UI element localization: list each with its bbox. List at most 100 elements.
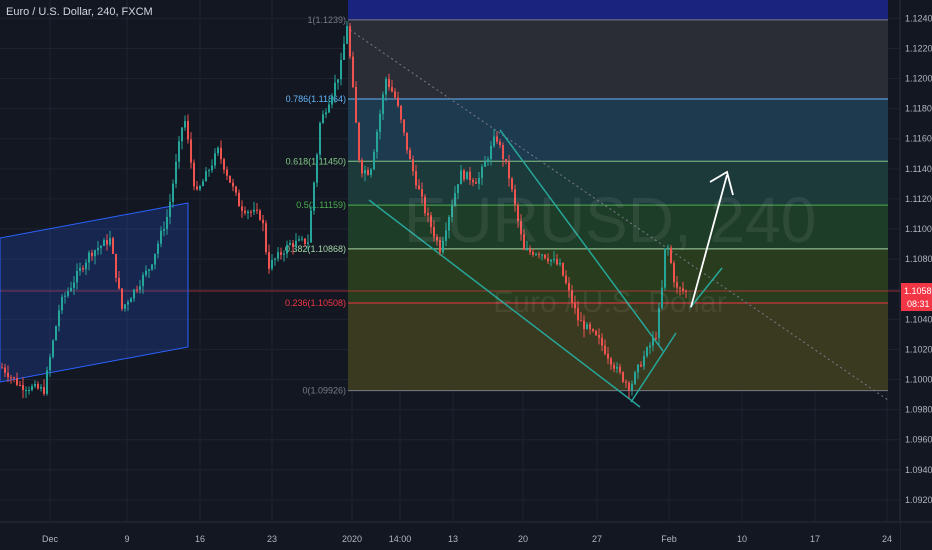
- candle-body: [277, 252, 279, 259]
- candle-body: [97, 248, 99, 251]
- candle-body: [400, 105, 402, 120]
- candle-body: [16, 378, 18, 385]
- fib-zone: [348, 248, 888, 304]
- candle-body: [544, 254, 546, 259]
- price-tick-label: 1.11400: [905, 164, 932, 174]
- candle-body: [637, 364, 639, 373]
- candle-body: [85, 262, 87, 270]
- fib-zone: [348, 99, 888, 162]
- candle-body: [658, 307, 660, 338]
- candle-body: [463, 170, 465, 180]
- candle-body: [571, 290, 573, 304]
- candle-body: [76, 271, 78, 283]
- price-tick-label: 1.10400: [905, 314, 932, 324]
- candle-body: [376, 131, 378, 153]
- price-tick-label: 1.11600: [905, 134, 932, 144]
- candle-body: [109, 238, 111, 245]
- candle-body: [397, 97, 399, 106]
- candle-body: [160, 230, 162, 244]
- candle-body: [649, 345, 651, 348]
- candle-body: [268, 252, 270, 269]
- candle-body: [226, 169, 228, 176]
- candle-body: [82, 267, 84, 270]
- fib-zone: [348, 161, 888, 206]
- candle-body: [457, 184, 459, 194]
- candle-body: [64, 295, 66, 297]
- candle-body: [562, 262, 564, 276]
- candle-body: [304, 238, 306, 244]
- ascending-channel: [0, 202, 189, 383]
- candle-body: [73, 282, 75, 288]
- candle-body: [454, 193, 456, 206]
- price-tick-label: 1.10200: [905, 344, 932, 354]
- candle-body: [4, 367, 6, 373]
- candle-body: [580, 320, 582, 322]
- candle-body: [289, 243, 291, 245]
- time-tick-label: 2020: [342, 534, 362, 544]
- candle-body: [421, 189, 423, 197]
- candle-body: [322, 114, 324, 124]
- price-tick-label: 1.09200: [905, 495, 932, 505]
- candle-body: [7, 372, 9, 378]
- candle-body: [163, 229, 165, 231]
- candle-body: [295, 240, 297, 247]
- candle-body: [136, 289, 138, 291]
- price-tick-label: 1.09600: [905, 435, 932, 445]
- fib-level-label: 0(1.09926): [302, 386, 346, 396]
- candle-body: [172, 183, 174, 202]
- candle-body: [88, 252, 90, 263]
- time-tick-label: 27: [592, 534, 602, 544]
- candle-body: [502, 145, 504, 160]
- wedge-lower-line: [368, 199, 641, 408]
- price-tick-label: 1.11200: [905, 194, 932, 204]
- candle-body: [517, 204, 519, 222]
- fib-level-label: 0.786(1.11864): [286, 94, 346, 104]
- candle-body: [418, 185, 420, 190]
- candle-body: [610, 358, 612, 365]
- symbol-title: Euro / U.S. Dollar, 240, FXCM: [6, 6, 153, 18]
- candle-body: [520, 221, 522, 235]
- candle-body: [193, 162, 195, 187]
- price-tick-label: 1.12400: [905, 13, 932, 23]
- candle-body: [556, 259, 558, 265]
- candle-body: [1, 367, 3, 369]
- fib-level-label: 1(1.1239): [307, 15, 346, 25]
- price-tick-label: 1.10800: [905, 254, 932, 264]
- candle-body: [595, 330, 597, 336]
- candle-body: [664, 248, 666, 288]
- candle-body: [175, 161, 177, 184]
- candle-body: [466, 171, 468, 180]
- price-tick-label: 1.12000: [905, 74, 932, 84]
- candle-body: [208, 170, 210, 172]
- candle-body: [394, 91, 396, 98]
- candle-body: [286, 244, 288, 254]
- candle-body: [574, 303, 576, 309]
- time-tick-label: 13: [448, 534, 458, 544]
- candle-body: [388, 78, 390, 88]
- fib-level-label: 0.618(1.11450): [286, 156, 346, 166]
- time-tick-label: 23: [267, 534, 277, 544]
- dotted-trendline: [349, 29, 889, 401]
- candle-body: [205, 171, 207, 182]
- candle-body: [382, 94, 384, 114]
- candle-body: [343, 43, 345, 60]
- candle-body: [490, 145, 492, 160]
- breakout-line: [689, 267, 723, 309]
- candle-body: [442, 240, 444, 253]
- candle-body: [430, 215, 432, 228]
- candle-body: [415, 171, 417, 186]
- candle-body: [106, 240, 108, 245]
- candle-body: [460, 170, 462, 185]
- time-tick-label: 10: [737, 534, 747, 544]
- time-tick-label: Feb: [661, 534, 677, 544]
- price-tick-label: 1.10000: [905, 374, 932, 384]
- candle-body: [232, 182, 234, 187]
- candle-body: [523, 234, 525, 250]
- candle-body: [166, 216, 168, 230]
- candle-body: [58, 310, 60, 327]
- candle-body: [439, 240, 441, 253]
- candle-body: [409, 150, 411, 160]
- candle-body: [373, 152, 375, 170]
- candle-body: [100, 245, 102, 249]
